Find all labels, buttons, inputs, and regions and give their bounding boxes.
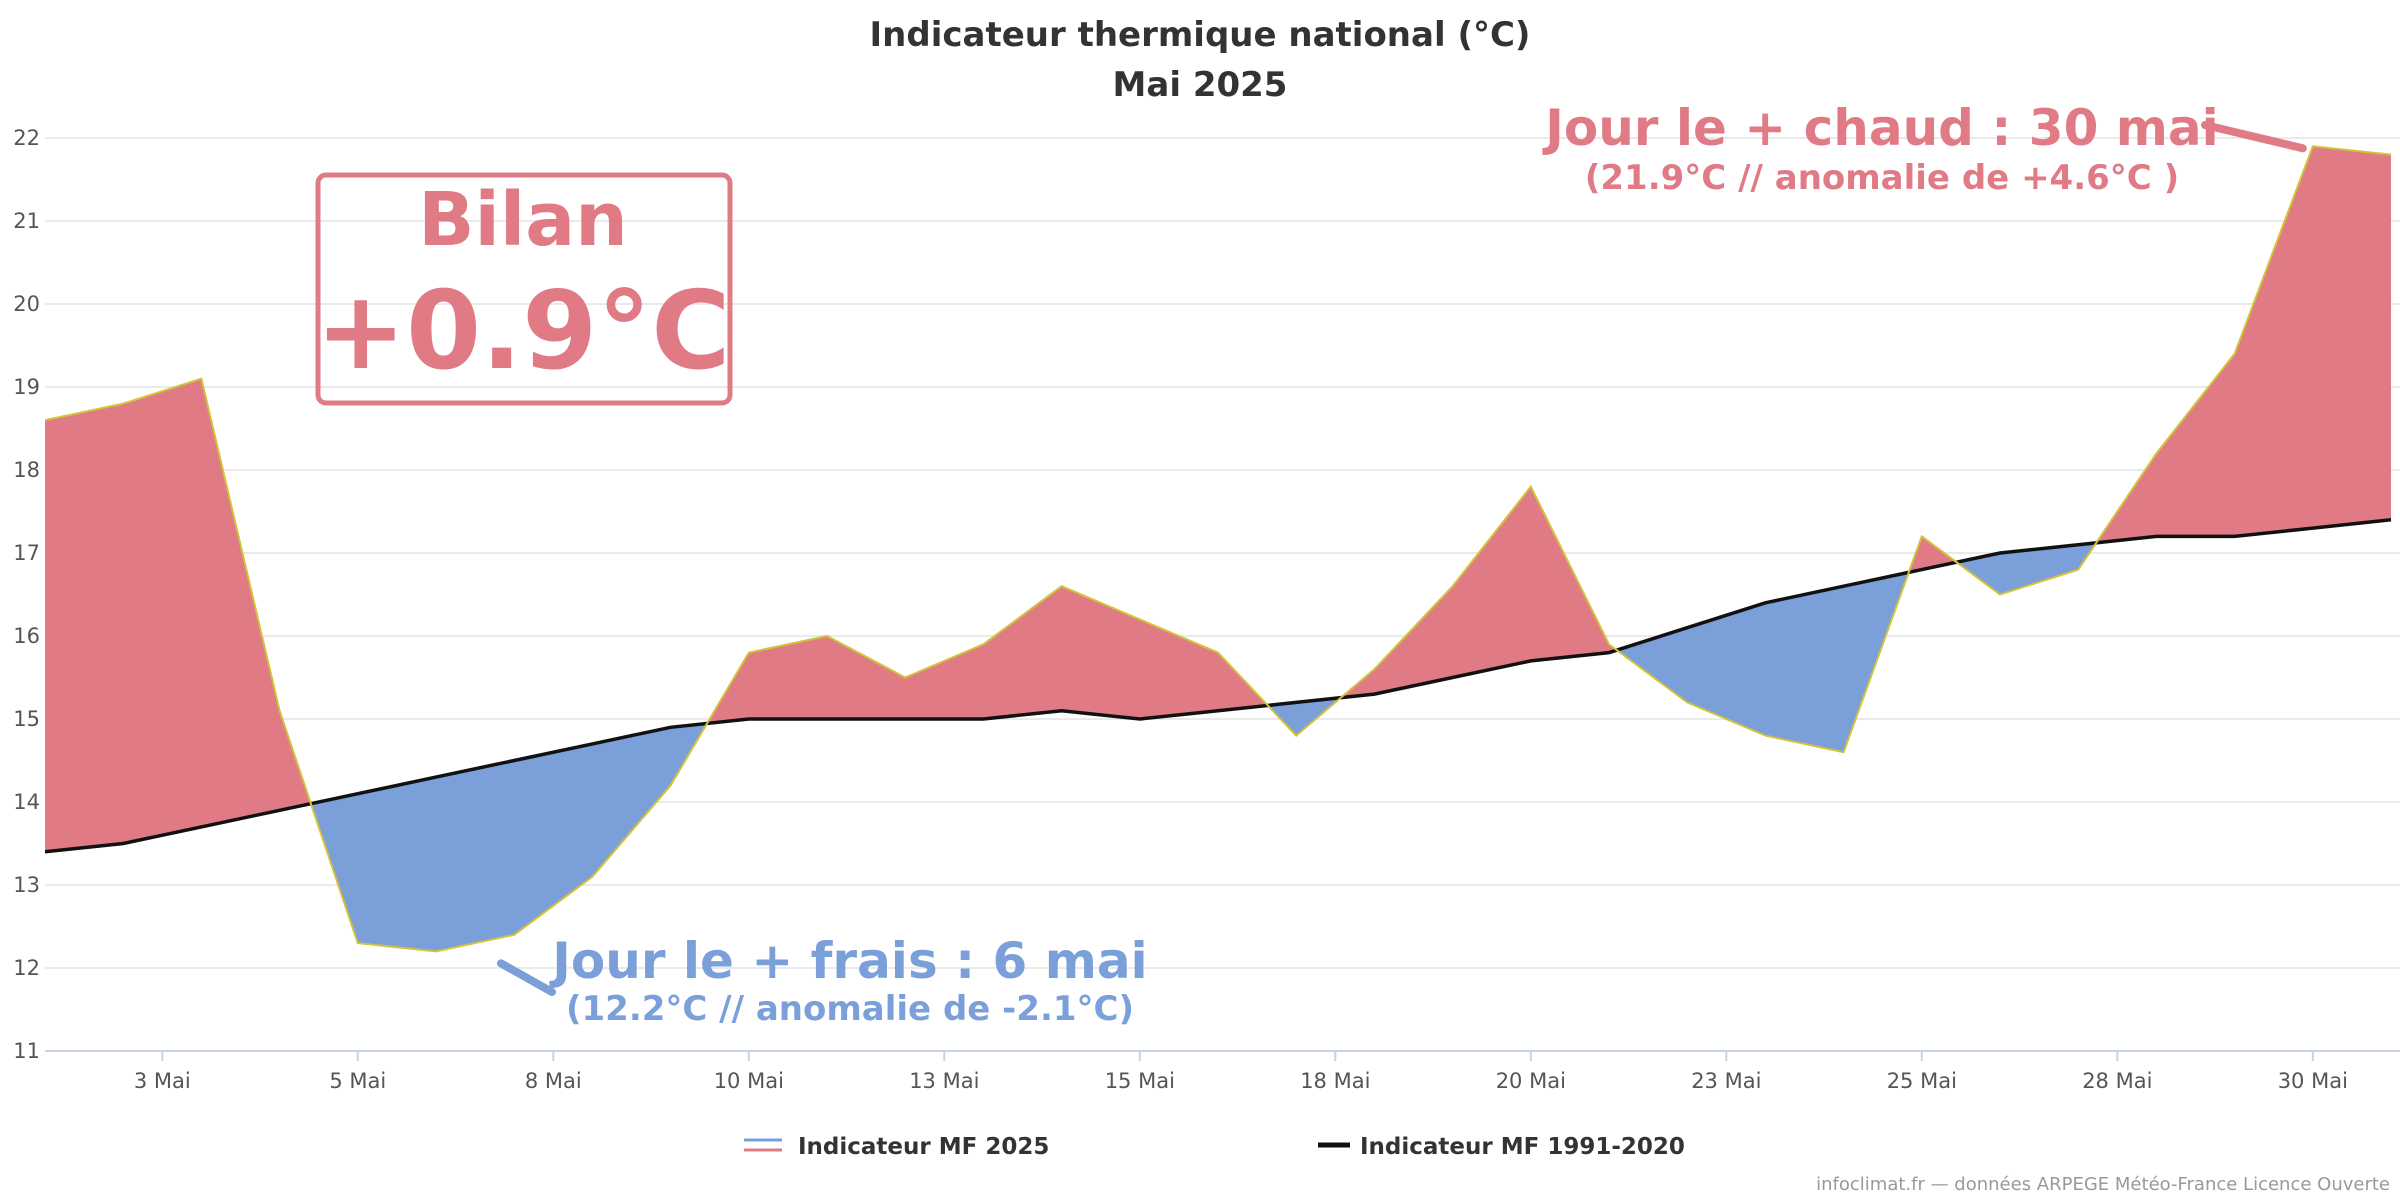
y-tick-label: 17 [13, 541, 40, 565]
y-tick-label: 16 [13, 624, 40, 648]
legend-item-2025[interactable]: Indicateur MF 2025 [744, 1134, 1049, 1160]
y-tick-label: 18 [13, 458, 40, 482]
x-axis-ticks: 3 Mai 5 Mai 8 Mai 10 Mai 13 Mai 15 Mai 18 Mai 2… [134, 1051, 2348, 1093]
y-tick-label: 21 [13, 209, 40, 233]
y-axis-ticks: 11 12 13 14 15 16 17 18 19 20 21 22 [13, 126, 40, 1063]
x-tick-label: 28 Mai [2082, 1069, 2152, 1093]
observed-line [45, 145, 2392, 953]
y-tick-label: 12 [13, 956, 40, 980]
credit-text: infoclimat.fr — données ARPEGE Météo-Fra… [1816, 1174, 2390, 1195]
cold-day-arrow [497, 959, 556, 996]
hot-day-detail: (21.9°C // anomalie de +4.6°C ) [1585, 158, 2179, 198]
y-tick-label: 13 [13, 873, 40, 897]
x-tick-label: 20 Mai [1496, 1069, 1566, 1093]
bilan-value: +0.9°C [315, 269, 730, 394]
legend: Indicateur MF 2025 Indicateur MF 1991-20… [744, 1134, 1685, 1160]
y-tick-label: 20 [13, 292, 40, 316]
x-tick-label: 5 Mai [329, 1069, 386, 1093]
x-tick-label: 13 Mai [909, 1069, 979, 1093]
y-tick-label: 14 [13, 790, 40, 814]
bilan-box [315, 172, 733, 406]
cold-anomaly-area [45, 519, 2391, 952]
legend-label-normal: Indicateur MF 1991-2020 [1360, 1134, 1685, 1160]
bilan-label: Bilan [418, 177, 628, 263]
y-tick-label: 22 [13, 126, 40, 150]
cold-day-title: Jour le + frais : 6 mai [549, 932, 1147, 990]
x-tick-label: 23 Mai [1691, 1069, 1761, 1093]
y-tick-label: 19 [13, 375, 40, 399]
hot-day-title: Jour le + chaud : 30 mai [1542, 99, 2219, 157]
x-tick-label: 3 Mai [134, 1069, 191, 1093]
chart-subtitle: Mai 2025 [1113, 65, 1288, 105]
x-tick-label: 10 Mai [714, 1069, 784, 1093]
x-tick-label: 15 Mai [1105, 1069, 1175, 1093]
hot-day-arrow [2201, 121, 2307, 153]
y-tick-label: 15 [13, 707, 40, 731]
normal-line [45, 518, 2392, 854]
legend-label-2025: Indicateur MF 2025 [798, 1134, 1049, 1160]
y-tick-label: 11 [13, 1039, 40, 1063]
chart-title: Indicateur thermique national (°C) [870, 15, 1531, 55]
legend-item-normal[interactable]: Indicateur MF 1991-2020 [1318, 1134, 1685, 1160]
x-tick-label: 25 Mai [1887, 1069, 1957, 1093]
x-tick-label: 30 Mai [2278, 1069, 2348, 1093]
cold-day-detail: (12.2°C // anomalie de -2.1°C) [566, 989, 1134, 1029]
x-tick-label: 18 Mai [1300, 1069, 1370, 1093]
x-tick-label: 8 Mai [525, 1069, 582, 1093]
